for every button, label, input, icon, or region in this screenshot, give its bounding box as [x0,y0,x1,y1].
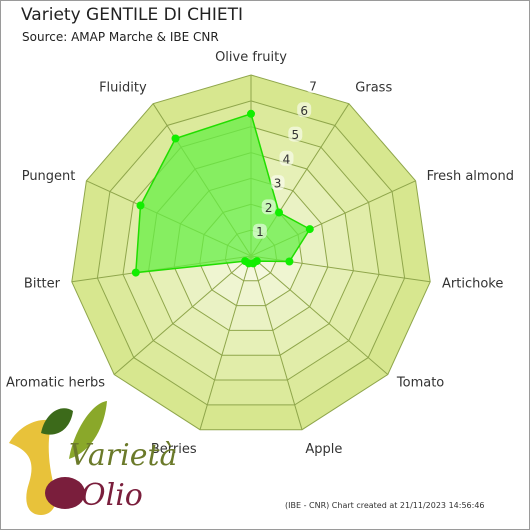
category-label: Grass [355,81,392,96]
radar-spoke [113,255,252,375]
category-label: Apple [305,442,342,457]
data-point [171,134,180,143]
tick-label: 5 [291,128,299,142]
logo-text-top: Varietà [69,438,177,473]
category-label: Fresh almond [427,169,514,184]
category-label: Tomato [396,375,444,390]
tick-label-bg [279,150,294,166]
tick-label-bg [306,78,321,93]
radar-spoke [250,255,303,430]
varieta-olio-logo: Varietà Olio [9,401,177,515]
category-label: Olive fruity [215,50,287,65]
tick-label: 1 [256,225,264,239]
data-point [131,268,140,277]
radar-spoke [250,255,389,375]
radar-spoke [199,255,252,430]
category-label: Aromatic herbs [6,375,105,390]
tick-label-bg [261,199,276,215]
category-label: Berries [151,442,197,457]
logo-text-bottom: Olio [81,478,143,513]
data-point [285,257,294,266]
data-point [241,257,250,266]
data-point [275,208,283,217]
category-label: Artichoke [442,277,503,292]
category-label: Pungent [22,169,76,184]
tick-label-bg [252,223,267,239]
tick-label: 7 [309,80,317,94]
tick-label-bg [297,102,312,118]
tick-label: 4 [283,152,291,166]
chart-subtitle: Source: AMAP Marche & IBE CNR [22,30,219,44]
chart-credit: (IBE - CNR) Chart created at 21/11/2023 … [285,501,485,510]
category-label: Fluidity [99,81,147,96]
radar-category-labels: Olive fruity Grass Fresh almond Artichoke To… [6,50,514,457]
data-point [247,109,255,118]
category-label: Bitter [24,277,61,292]
tick-label: 6 [300,104,308,118]
tick-label-bg [270,175,285,191]
tick-label: 2 [265,201,273,215]
tick-label: 3 [274,177,282,191]
chart-title: Variety GENTILE DI CHIETI [21,5,243,25]
data-point [305,225,314,234]
tick-label-bg [288,126,303,142]
data-point [136,201,145,210]
